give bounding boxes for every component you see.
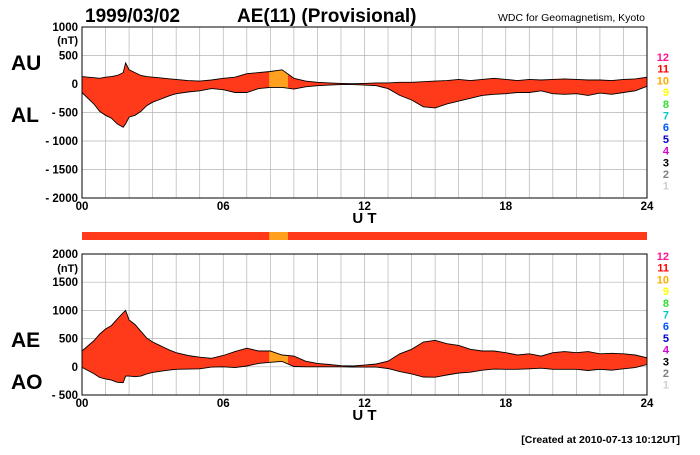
y-tick-label: 1000: [52, 22, 78, 34]
area-fill-10-stations: [269, 310, 288, 383]
x-tick-label: 18: [499, 201, 512, 213]
side-label-upper: AU: [11, 52, 41, 75]
created-timestamp: [Created at 2010-07-13 10:12UT]: [521, 434, 680, 446]
station-bar-segment-10: [269, 232, 288, 240]
station-scale-label: 7: [663, 310, 669, 322]
y-unit-label: (nT): [57, 263, 78, 275]
station-scale-label: 9: [663, 286, 669, 298]
station-scale-label: 10: [657, 274, 669, 286]
x-tick-label: 00: [76, 201, 89, 213]
station-count-bar: [82, 232, 647, 240]
station-bar-fill: [82, 232, 647, 240]
x-tick-label: 24: [641, 398, 654, 410]
y-tick-label: 500: [59, 51, 78, 63]
x-tick-label: 12: [358, 201, 371, 213]
station-scale-label: 10: [657, 75, 669, 87]
upper-envelope-line: [81, 309, 648, 367]
station-scale-label: 4: [663, 146, 670, 158]
lower-envelope-line: [81, 360, 648, 384]
x-axis-label: U T: [352, 407, 376, 424]
station-scale-label: 9: [663, 87, 669, 99]
upper-envelope-line: [81, 61, 648, 85]
station-scale-label: 5: [663, 134, 669, 146]
station-scale-label: 8: [663, 99, 669, 111]
station-scale-label: 1: [663, 181, 669, 193]
station-scale-label: 11: [657, 263, 669, 275]
y-tick-label: - 1000: [45, 136, 78, 148]
data-source: WDC for Geomagnetism, Kyoto: [498, 12, 645, 24]
station-scale-label: 1: [663, 380, 669, 392]
area-fill: [82, 62, 647, 128]
station-scale-label: 5: [663, 333, 669, 345]
y-tick-label: - 500: [52, 390, 78, 402]
plot-frame: [81, 253, 648, 396]
x-tick-label: 06: [217, 398, 230, 410]
area-fill: [82, 310, 647, 383]
side-label-lower: AO: [11, 371, 43, 394]
x-tick-label: 18: [499, 398, 512, 410]
station-scale-label: 3: [663, 157, 669, 169]
grid: [82, 26, 647, 199]
y-tick-label: - 500: [52, 108, 78, 120]
y-tick-label: 2000: [52, 249, 78, 261]
x-tick-label: 00: [76, 398, 89, 410]
x-axis-label: U T: [352, 210, 376, 227]
station-scale-label: 11: [657, 64, 669, 76]
station-scale-label: 2: [663, 368, 669, 380]
y-unit-label: (nT): [57, 35, 78, 47]
y-tick-label: 1000: [52, 305, 78, 317]
station-scale-label: 2: [663, 169, 669, 181]
x-tick-label: 12: [358, 398, 371, 410]
panel-au-al: 1000 500 0 - 500 - 1000 - 1500 - 2000 (nT) 00 06 1…: [11, 22, 670, 227]
x-tick-label: 06: [217, 201, 230, 213]
station-scale-label: 3: [663, 356, 669, 368]
plot-date: 1999/03/02: [85, 6, 180, 27]
station-scale-label: 4: [663, 345, 670, 357]
x-tick-label: 24: [641, 201, 654, 213]
y-tick-label: 0: [72, 79, 78, 91]
y-tick-label: 0: [72, 362, 78, 374]
station-scale-label: 12: [657, 251, 669, 263]
grid: [82, 253, 647, 396]
y-tick-label: - 2000: [45, 193, 78, 205]
plot-frame: [81, 26, 648, 199]
side-label-lower: AL: [11, 104, 39, 127]
y-tick-label: 1500: [52, 277, 78, 289]
station-scale-label: 6: [663, 321, 669, 333]
y-tick-label: - 1500: [45, 165, 78, 177]
station-scale-label: 6: [663, 122, 669, 134]
y-tick-label: 500: [59, 334, 78, 346]
station-scale-label: 8: [663, 298, 669, 310]
lower-envelope-line: [81, 84, 648, 128]
station-scale-label: 12: [657, 52, 669, 64]
station-scale-label: 7: [663, 111, 669, 123]
side-label-upper: AE: [11, 329, 40, 352]
plot-title: AE(11) (Provisional): [237, 6, 417, 27]
